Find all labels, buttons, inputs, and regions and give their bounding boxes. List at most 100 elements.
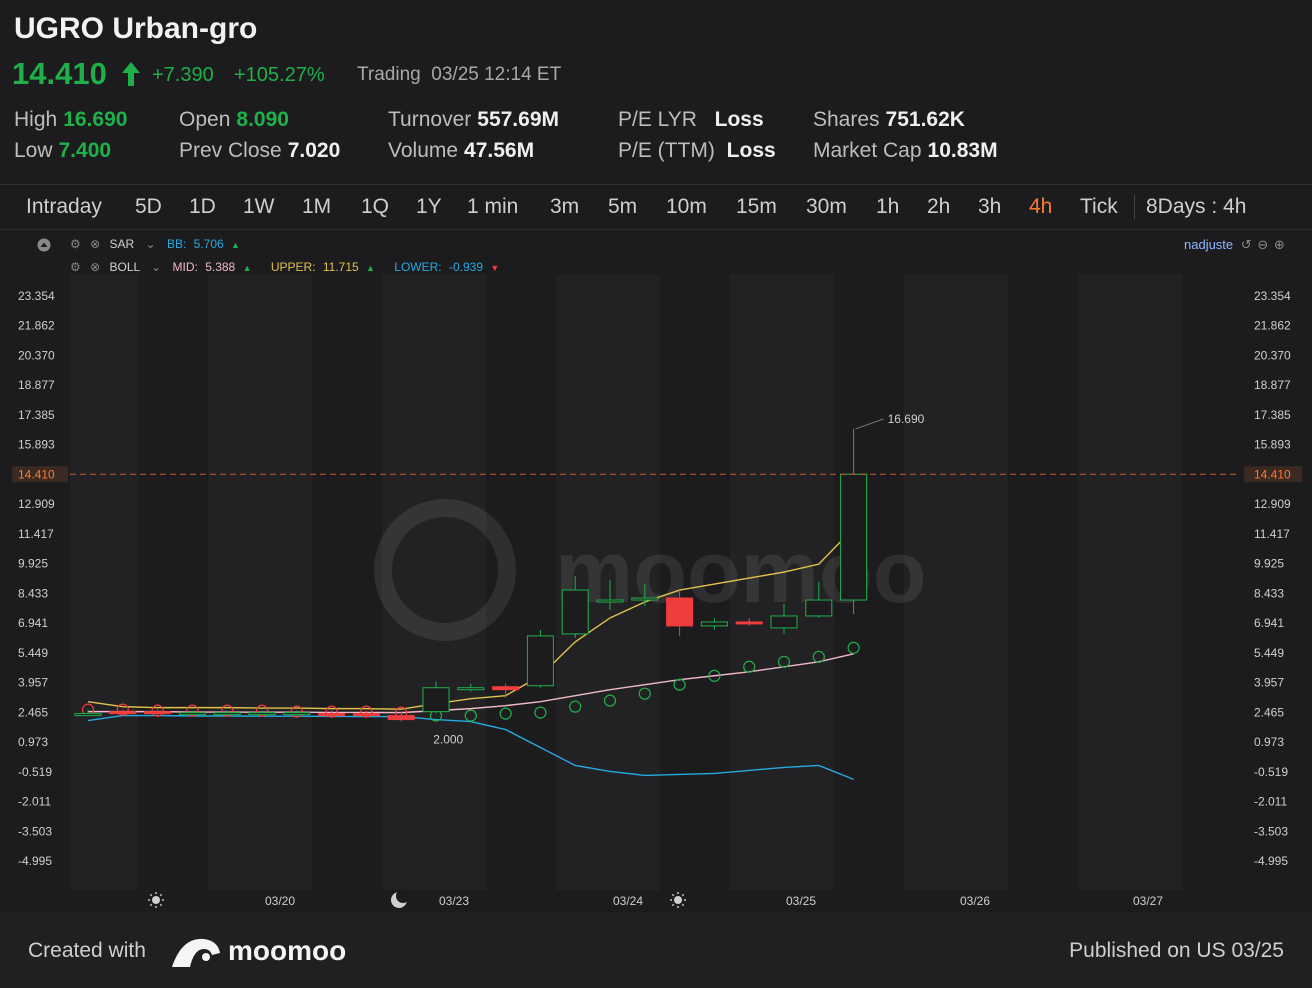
moon-icon <box>391 889 410 908</box>
candle-body <box>735 621 763 625</box>
x-tick-label: 03/25 <box>786 894 816 908</box>
stat-low: Low 7.400 <box>14 139 112 162</box>
y-tick-label: -4.995 <box>1254 854 1288 868</box>
y-tick-label: -3.503 <box>18 824 52 838</box>
candle-body <box>352 713 380 717</box>
candle <box>283 710 311 716</box>
sar-point <box>673 678 686 691</box>
sar-point <box>603 694 617 707</box>
sar-point <box>847 641 860 654</box>
y-tick-label: 18.877 <box>1254 378 1291 392</box>
tab-intraday[interactable]: Intraday <box>26 195 102 218</box>
sar-point <box>464 709 477 722</box>
tab-1m[interactable]: 1M <box>302 195 332 218</box>
candle <box>318 710 346 717</box>
created-with-text: Created with <box>28 939 146 962</box>
stat-pe-lyr: P/E LYR Loss <box>618 108 764 131</box>
tab-5d[interactable]: 5D <box>135 195 162 218</box>
settings-icon[interactable]: ⚙ <box>70 237 81 251</box>
tab-30m[interactable]: 30m <box>806 195 847 218</box>
y-tick-label: 0.973 <box>18 735 48 749</box>
sun-icon <box>148 892 164 908</box>
sar-point <box>534 706 547 719</box>
sar-indicator-row: ⚙ ⊗ SAR ⌄ BB: 5.706 ▲ <box>70 237 240 251</box>
sar-point <box>499 707 512 720</box>
tab-10m[interactable]: 10m <box>666 195 707 218</box>
y-tick-label: 2.465 <box>1254 705 1284 719</box>
tab-4h[interactable]: 4h <box>1029 195 1053 218</box>
boll-mid-line <box>88 653 854 714</box>
session-band <box>208 274 312 890</box>
y-tick-label: 20.370 <box>18 348 55 362</box>
sar-point <box>290 705 303 718</box>
tab-1y[interactable]: 1Y <box>416 195 442 218</box>
tab-8days-4h[interactable]: 8Days : 4h <box>1146 195 1247 218</box>
chart-area[interactable]: moomoo 23.354 21.862 20.370 18.877 17.385 15.… <box>0 230 1312 913</box>
price-chart[interactable]: moomoo 23.354 21.862 20.370 18.877 17.385 15.… <box>0 230 1312 913</box>
sar-point <box>708 669 721 682</box>
quote-header: UGRO Urban-gro 14.410 +7.390 +105.27% Tr… <box>0 0 1312 184</box>
y-tick-label: 5.449 <box>18 646 48 660</box>
x-tick-label: 03/27 <box>1133 894 1163 908</box>
candle <box>631 584 659 606</box>
close-icon[interactable]: ⊗ <box>90 237 101 251</box>
current-price-tag <box>12 466 68 483</box>
candle-body <box>457 687 485 691</box>
tab-1d[interactable]: 1D <box>189 195 216 218</box>
y-tick-label: 14.410 <box>1254 467 1291 481</box>
y-tick-label: 3.957 <box>1254 676 1284 690</box>
sar-point <box>325 705 338 718</box>
candle <box>492 683 520 698</box>
tab-15m[interactable]: 15m <box>736 195 777 218</box>
zoom-out-icon[interactable]: ⊖ <box>1257 237 1269 252</box>
x-tick-label: 03/26 <box>960 894 990 908</box>
candle-body <box>213 712 241 716</box>
tab-1min[interactable]: 1 min <box>467 195 519 218</box>
close-icon[interactable]: ⊗ <box>90 260 101 274</box>
sar-point <box>186 704 199 717</box>
settings-icon[interactable]: ⚙ <box>70 260 81 274</box>
last-price: 14.410 <box>12 56 107 91</box>
candle <box>178 710 206 716</box>
tab-1h[interactable]: 1h <box>876 195 900 218</box>
undo-icon[interactable]: ↺ <box>1240 237 1252 252</box>
candle <box>422 681 450 714</box>
stat-turnover: Turnover 557.69M <box>388 108 559 131</box>
tab-2h[interactable]: 2h <box>927 195 951 218</box>
user-name[interactable]: nadjuste <box>1184 237 1234 252</box>
tab-1w[interactable]: 1W <box>243 195 275 218</box>
y-tick-label: 20.370 <box>1254 348 1291 362</box>
chevron-down-icon[interactable]: ⌄ <box>151 260 162 274</box>
moomoo-logo-icon <box>172 938 220 967</box>
candle <box>805 582 833 618</box>
chevron-down-icon[interactable]: ⌄ <box>145 237 156 251</box>
session-band <box>730 274 834 890</box>
sar-point <box>569 700 582 713</box>
boll-name[interactable]: BOLL <box>109 260 140 274</box>
stat-shares: Shares 751.62K <box>813 108 965 131</box>
candle <box>74 709 102 717</box>
candle-body <box>144 711 172 715</box>
tab-1q[interactable]: 1Q <box>361 195 390 218</box>
zoom-in-icon[interactable]: ⊕ <box>1273 237 1285 252</box>
collapse-icon[interactable] <box>36 238 52 252</box>
tab-3m[interactable]: 3m <box>550 195 580 218</box>
boll-mid-label: MID: <box>172 260 198 274</box>
high-label: 16.690 <box>888 412 925 426</box>
y-tick-label: 12.909 <box>1254 497 1291 511</box>
y-tick-label: 9.925 <box>18 557 48 571</box>
y-tick-label: 14.410 <box>18 467 55 481</box>
candle <box>352 710 380 717</box>
candle <box>457 683 485 692</box>
tab-3h[interactable]: 3h <box>978 195 1002 218</box>
tab-tick[interactable]: Tick <box>1080 195 1118 218</box>
sar-name[interactable]: SAR <box>109 237 135 251</box>
candle <box>213 710 241 716</box>
stock-title: UGRO Urban-gro <box>14 12 258 45</box>
session-band <box>70 274 138 890</box>
y-tick-label: 8.433 <box>1254 586 1284 600</box>
tabs-divider <box>0 229 1312 230</box>
stat-market-cap: Market Cap 10.83M <box>813 139 998 162</box>
tab-5m[interactable]: 5m <box>608 195 638 218</box>
sun-icon <box>670 892 686 908</box>
